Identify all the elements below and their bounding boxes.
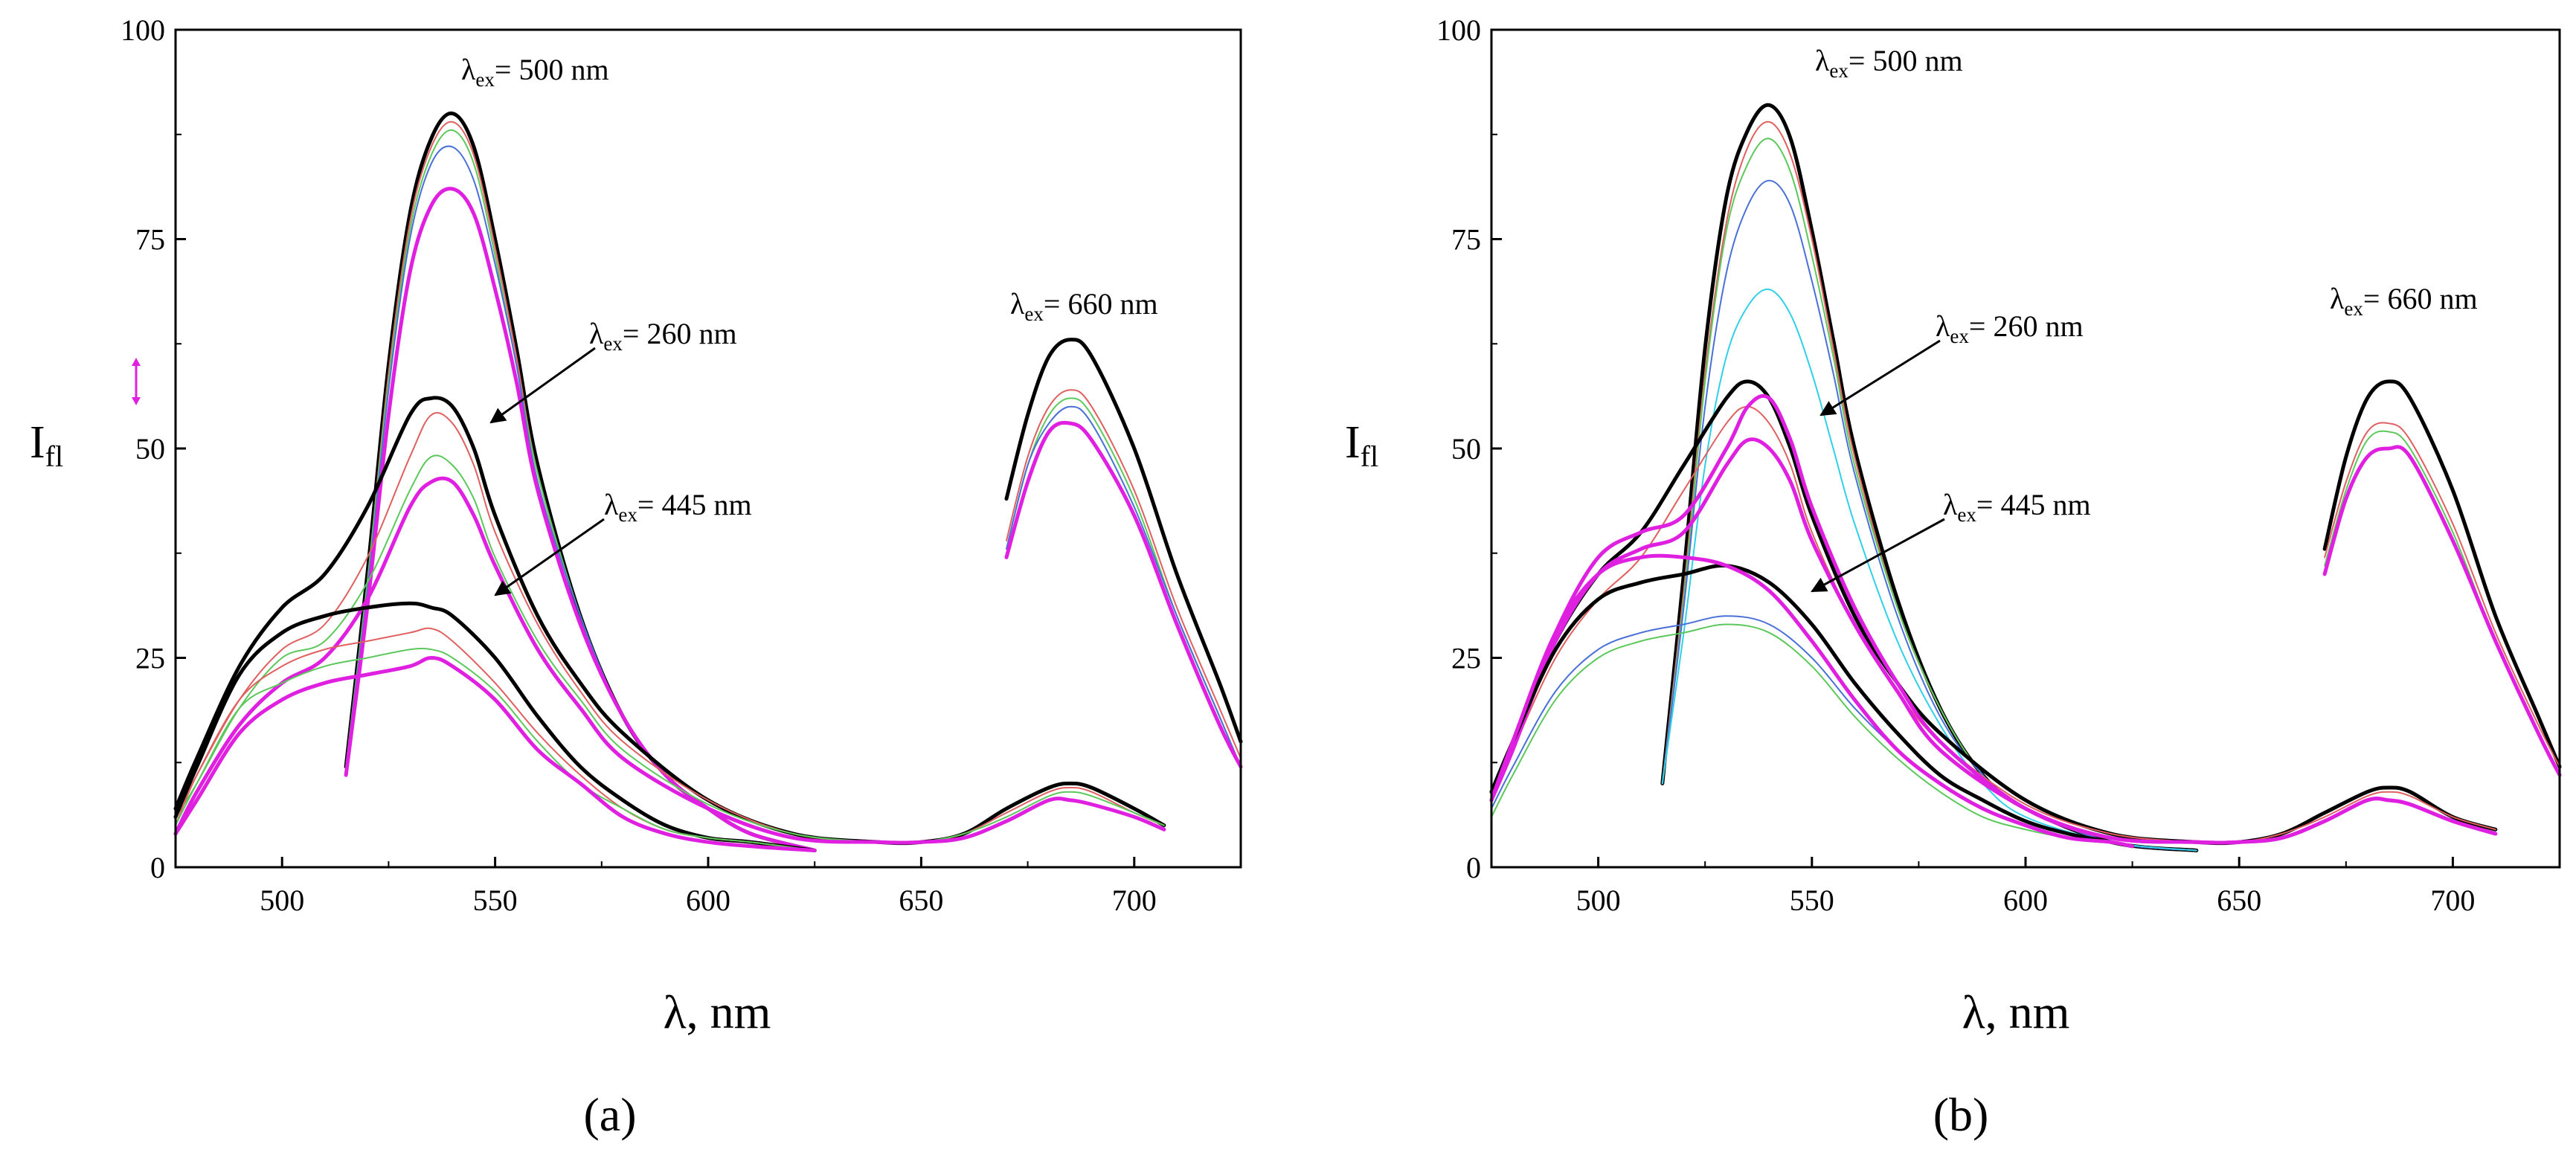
x-tick-label: 600 [686, 884, 730, 917]
y-tick-label: 0 [150, 851, 165, 884]
y-tick-label: 50 [1451, 432, 1481, 466]
series-line-b-9 [1489, 563, 2135, 849]
series-line-a-9 [173, 601, 817, 852]
panel-a-annotation-445: λex= 445 nm [604, 488, 752, 526]
panel-a-annotation-260: λex= 260 nm [589, 317, 737, 355]
panel-b-arrow-445 [1811, 518, 1945, 593]
panel-a-legend-marker [132, 358, 141, 405]
panel-b-annotation-500: λex= 500 nm [1815, 44, 1963, 82]
series-line-a-1 [345, 120, 816, 852]
series-line-b-10 [1491, 615, 2133, 847]
x-tick-label: 700 [2430, 884, 2475, 917]
series-line-a-16 [1006, 405, 1242, 768]
x-tick-label: 500 [1576, 884, 1621, 917]
y-tick-label: 75 [135, 223, 165, 257]
y-tick-label: 25 [135, 642, 165, 675]
panel-b-xlabel: λ, nm [1962, 985, 2070, 1038]
series-line-a-6 [175, 412, 1165, 844]
panel-b-label: (b) [1933, 1088, 1989, 1141]
panel-b-plot-area [1489, 103, 2562, 852]
series-line-b-14 [2324, 422, 2560, 768]
panel-a-x-ticks: 500 550 600 650 700 [175, 857, 1242, 917]
x-tick-label: 550 [473, 884, 518, 917]
series-line-b-5 [1489, 379, 2498, 846]
series-line-a-11 [175, 647, 816, 852]
y-tick-label: 25 [1451, 642, 1481, 675]
x-tick-label: 550 [1790, 884, 1834, 917]
panel-a-xlabel: λ, nm [664, 985, 771, 1038]
panel-b-arrow-260 [1819, 339, 1941, 417]
series-line-a-14 [1006, 389, 1242, 759]
series-line-a-17 [1004, 420, 1243, 769]
panel-b-x-ticks: 500 550 600 650 700 [1491, 857, 2560, 917]
x-tick-label: 600 [2003, 884, 2048, 917]
series-line-b-2 [1661, 138, 2197, 852]
series-line-a-13 [1004, 338, 1243, 744]
series-line-a-8 [173, 476, 1166, 845]
x-tick-label: 500 [260, 884, 304, 917]
panel-b-annotation-660: λex= 660 nm [2330, 282, 2478, 320]
panel-b-y-ticks: 0 25 50 75 100 [1436, 13, 1502, 884]
panel-a: 500 550 600 650 700 0 25 50 75 100 Ifl λ, nm λex… [30, 13, 1243, 1141]
series-line-a-7 [175, 454, 1165, 844]
series-line-b-16 [2322, 445, 2562, 777]
series-line-b-12 [1489, 553, 2135, 849]
panel-a-plot-area [173, 112, 1243, 852]
panel-a-label: (a) [583, 1088, 636, 1141]
x-tick-label: 650 [899, 884, 943, 917]
panel-b-annotation-445: λex= 445 nm [1943, 488, 2091, 526]
series-line-a-4 [344, 187, 817, 852]
panel-b-annotation-260: λex= 260 nm [1936, 309, 2084, 347]
panel-a-ylabel: Ifl [30, 417, 63, 473]
legend-marker-arrow-up-icon [132, 358, 141, 366]
panel-b-frame [1490, 28, 2561, 869]
panel-a-arrow-445 [494, 518, 605, 596]
series-line-a-5 [173, 396, 1166, 846]
series-line-b-13 [2322, 379, 2562, 769]
y-tick-label: 0 [1466, 851, 1481, 884]
y-tick-label: 75 [1451, 223, 1481, 257]
x-tick-label: 650 [2217, 884, 2261, 917]
panel-a-arrow-260 [489, 347, 596, 424]
series-line-a-15 [1006, 397, 1242, 768]
series-line-b-15 [2324, 430, 2560, 776]
panel-a-annotation-660: λex= 660 nm [1010, 287, 1158, 325]
series-line-a-0 [344, 112, 817, 852]
series-line-a-12 [173, 656, 817, 852]
y-tick-label: 50 [135, 432, 165, 466]
panel-a-annotation-500: λex= 500 nm [461, 53, 609, 91]
series-line-b-8 [1489, 437, 2498, 845]
panel-b: 500 550 600 650 700 0 25 50 75 100 Ifl λ, nm λex… [1345, 13, 2562, 1141]
x-tick-label: 700 [1112, 884, 1157, 917]
series-line-b-11 [1491, 623, 2133, 847]
panel-b-ylabel: Ifl [1345, 417, 1378, 473]
y-tick-label: 100 [1436, 13, 1481, 47]
panel-a-frame [174, 28, 1242, 869]
y-tick-label: 100 [121, 13, 165, 47]
legend-marker-arrow-down-icon [132, 397, 141, 405]
series-line-b-3 [1661, 179, 2197, 852]
